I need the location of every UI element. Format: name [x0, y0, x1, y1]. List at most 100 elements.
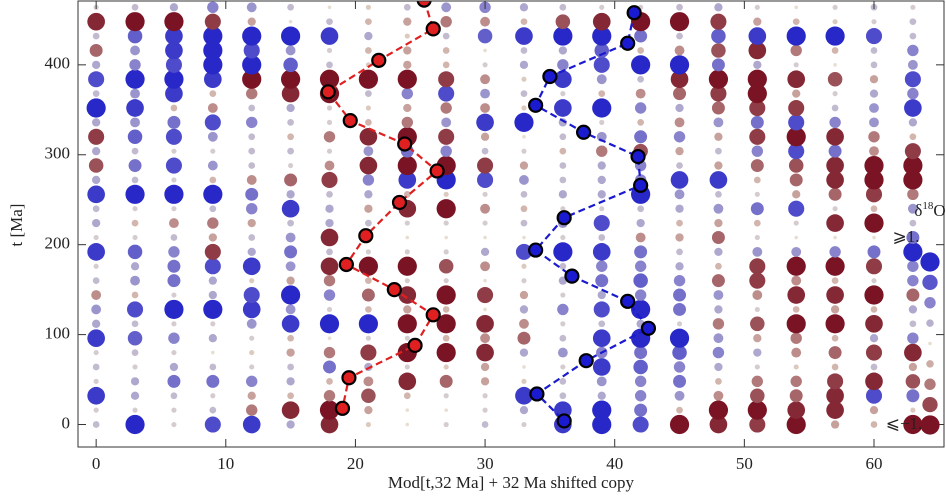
- data-dot: [321, 171, 338, 188]
- data-dot: [869, 89, 879, 98]
- data-dot: [287, 334, 294, 342]
- data-dot: [483, 235, 487, 240]
- data-dot: [242, 26, 262, 46]
- data-dot: [792, 18, 800, 26]
- data-dot: [288, 162, 294, 169]
- data-dot: [517, 331, 531, 345]
- x-tick-label: 60: [865, 454, 882, 473]
- data-dot: [164, 299, 184, 320]
- data-dot: [752, 246, 763, 257]
- data-dot: [203, 40, 223, 61]
- data-dot: [164, 69, 184, 89]
- data-dot: [519, 405, 529, 415]
- data-dot: [323, 346, 336, 359]
- data-dot: [713, 203, 724, 214]
- data-dot: [281, 285, 301, 305]
- data-dot: [287, 133, 294, 141]
- data-dot: [830, 305, 840, 314]
- data-dot: [203, 299, 223, 320]
- data-dot: [794, 235, 799, 240]
- data-dot: [92, 363, 100, 371]
- data-dot: [711, 28, 726, 44]
- data-dot: [203, 184, 223, 204]
- data-dot: [247, 218, 256, 228]
- data-dot: [242, 415, 261, 434]
- data-dot: [634, 29, 648, 43]
- data-dot: [324, 160, 335, 171]
- data-dot: [674, 45, 685, 56]
- data-dot: [786, 314, 806, 334]
- data-dot: [482, 393, 488, 399]
- data-dot: [323, 360, 336, 374]
- data-dot: [754, 364, 760, 370]
- data-dot: [747, 69, 767, 89]
- data-dot: [92, 205, 100, 213]
- data-dot: [242, 257, 261, 276]
- data-dot: [482, 191, 488, 197]
- data-dot: [825, 314, 845, 334]
- legend-title-sup: 18: [922, 200, 934, 212]
- data-dot: [750, 202, 764, 216]
- data-dot: [831, 277, 839, 285]
- data-dot: [789, 173, 803, 187]
- data-dot: [870, 363, 878, 371]
- data-dot: [480, 247, 490, 257]
- data-dot: [249, 364, 255, 370]
- data-dot: [477, 171, 494, 188]
- data-dot: [483, 307, 487, 312]
- data-dot: [480, 333, 490, 344]
- data-dot: [907, 203, 918, 214]
- data-dot: [442, 306, 450, 313]
- data-dot: [165, 27, 183, 45]
- data-dot: [749, 258, 766, 275]
- data-dot: [281, 199, 300, 218]
- data-dot: [171, 407, 177, 413]
- data-dot: [132, 364, 138, 370]
- data-dot: [870, 205, 878, 213]
- legend-swatch: [922, 396, 938, 413]
- data-dot: [554, 99, 572, 117]
- data-dot: [560, 292, 566, 298]
- data-dot: [592, 329, 611, 348]
- data-dot: [93, 350, 99, 356]
- data-dot: [209, 90, 217, 97]
- data-dot: [788, 114, 805, 131]
- data-dot: [869, 75, 879, 84]
- data-dot: [832, 206, 838, 212]
- data-dot: [906, 231, 920, 244]
- data-dot: [482, 407, 488, 413]
- data-dot: [92, 32, 100, 40]
- data-dot: [826, 127, 844, 146]
- data-dot: [753, 219, 761, 227]
- trend-point: [528, 242, 544, 258]
- data-dot: [670, 171, 689, 189]
- data-dot: [285, 304, 296, 315]
- trend-line: [326, 1, 439, 409]
- data-dot: [714, 161, 723, 170]
- data-dot: [520, 190, 528, 198]
- data-dot: [403, 305, 412, 314]
- data-dot: [553, 26, 573, 46]
- data-dot: [909, 133, 917, 141]
- data-dot: [831, 104, 839, 112]
- data-dot: [319, 400, 340, 420]
- data-dot: [287, 119, 294, 126]
- data-dot: [826, 156, 844, 175]
- data-dot: [171, 421, 177, 428]
- data-dot: [708, 69, 729, 89]
- data-dot: [632, 416, 649, 433]
- data-dot: [520, 47, 528, 54]
- data-dot: [243, 286, 260, 304]
- data-dot: [599, 206, 605, 212]
- data-dot: [87, 386, 105, 405]
- data-dot: [597, 391, 606, 400]
- data-dot: [631, 299, 651, 320]
- data-dot: [904, 99, 922, 117]
- data-dot: [793, 220, 799, 226]
- data-dot: [93, 378, 99, 384]
- data-dot: [711, 274, 725, 288]
- data-dot: [326, 105, 333, 111]
- data-dot: [753, 176, 761, 184]
- data-dot: [246, 116, 258, 129]
- data-dot: [480, 88, 490, 99]
